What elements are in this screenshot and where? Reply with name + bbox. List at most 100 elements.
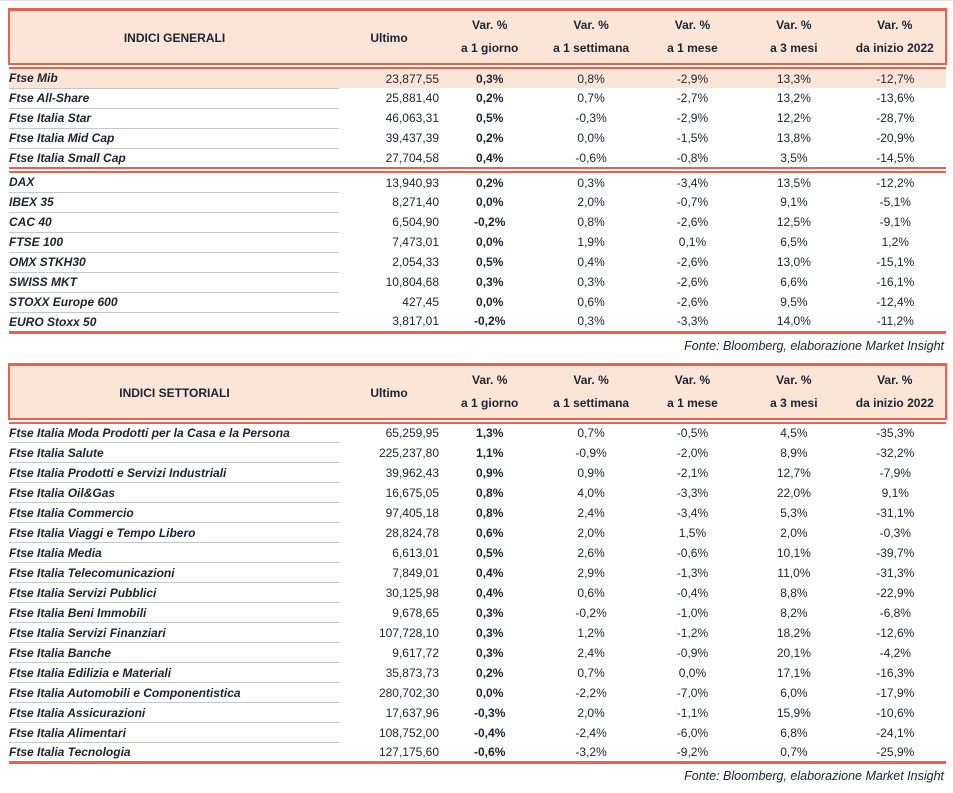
ultimo-cell: 9,617,72 [392, 645, 439, 660]
index-name-cell: Ftse Italia Servizi Finanziari [9, 622, 339, 643]
var-1m-cell: -7,0% [676, 685, 709, 700]
var-3m-cell: 13,0% [776, 255, 811, 269]
ultimo-cell: 23,877,55 [339, 68, 439, 88]
index-name-cell: Ftse Italia Mid Cap [9, 128, 339, 149]
var-1m-cell: -3,4% [676, 505, 709, 520]
var-ytd-cell: 1,2% [881, 235, 909, 249]
var-1w-cell: -2,2% [575, 685, 607, 700]
var-1d-cell: 0,3% [476, 275, 504, 289]
var-ytd-cell: -4,2% [879, 645, 911, 660]
var-1m-cell: -0,4% [676, 585, 709, 600]
var-1w-cell: 4,0% [577, 485, 605, 500]
ultimo-cell: 427,45 [402, 295, 439, 309]
var-1d-cell: 0,5% [476, 111, 504, 125]
var-1m-cell: 0,1% [678, 235, 707, 249]
var-1m-cell: -2,7% [676, 91, 709, 105]
table-row: Ftse Italia Oil&Gas 16,675,05 0,8% 4,0% -3,3… [9, 482, 946, 503]
ultimo-cell: 30,125,98 [385, 585, 439, 600]
table-row: EURO Stoxx 50 3,817,01 -0,2% 0,3% -3,3% 14,0%… [9, 312, 946, 333]
var-1m-cell: -1,0% [676, 605, 709, 620]
ultimo-cell: 7,473,01 [392, 235, 439, 249]
var-3m-cell: 2,0% [780, 525, 808, 540]
var-1w-cell: -0,2% [575, 605, 607, 620]
var-1w-cell: 0,6% [577, 295, 605, 309]
ultimo-cell: 46,063,31 [385, 111, 439, 125]
var-1d-cell: 0,3% [476, 625, 504, 640]
var-1d-cell: 0,0% [476, 235, 504, 249]
var-3m-cell: 6,0% [780, 685, 808, 700]
var-1d-cell: 0,4% [476, 150, 504, 165]
index-name-cell: Ftse Italia Commercio [9, 502, 339, 523]
ultimo-cell: 65,259,95 [385, 426, 439, 440]
var-1w-cell: 0,7% [577, 91, 605, 105]
var-1w-cell: -0,6% [575, 150, 607, 165]
index-name-cell: DAX [9, 172, 339, 193]
var-3m-cell: 12,2% [776, 111, 811, 125]
var-3m-cell: 13,5% [776, 175, 811, 190]
var-ytd-cell: -6,8% [879, 605, 911, 620]
table-row: Ftse Italia Salute 225,237,80 1,1% -0,9% -2,… [9, 442, 946, 463]
table-row: Ftse Italia Beni Immobili 9,678,65 0,3% -0,… [9, 602, 946, 623]
table-row: SWISS MKT 10,804,68 0,3% 0,3% -2,6% 6,6% -16,1… [9, 272, 946, 293]
table-body: Ftse Mib 23,877,55 0,3% 0,8% -2,9% 13,3% -12,7… [9, 68, 946, 169]
var-1d-cell: 0,3% [476, 645, 504, 660]
var-1m-cell: -2,6% [676, 215, 709, 229]
column-header-var: Var. % [743, 9, 845, 37]
column-header-period-ytd: da inizio 2022 [844, 37, 948, 64]
var-1m-cell: -1,5% [676, 131, 709, 145]
var-3m-cell: 13,2% [776, 91, 811, 105]
var-1m-cell: -6,0% [676, 725, 709, 740]
var-1w-cell: 2,6% [577, 545, 605, 560]
ultimo-cell: 8,271,40 [392, 195, 439, 209]
var-ytd-cell: -28,7% [876, 111, 915, 125]
var-ytd-cell: -39,7% [876, 545, 915, 560]
ultimo-cell: 9,678,65 [392, 605, 439, 620]
var-3m-cell: 9,1% [780, 195, 808, 209]
index-name-cell: OMX STKH30 [9, 252, 339, 273]
var-3m-cell: 20,1% [776, 645, 811, 660]
var-ytd-cell: -32,2% [876, 445, 915, 460]
var-1d-cell: 0,3% [476, 605, 504, 620]
var-1m-cell: -0,7% [676, 195, 709, 209]
column-header-period-1d: a 1 giorno [439, 37, 541, 64]
var-3m-cell: 17,1% [776, 665, 811, 680]
var-1m-cell: -9,2% [676, 744, 709, 759]
ultimo-cell: 39,437,39 [385, 131, 439, 145]
index-name-cell: Ftse Italia Salute [9, 442, 339, 463]
column-header-period-1w: a 1 settimana [540, 391, 642, 419]
column-header-period-1w: a 1 settimana [540, 37, 642, 64]
var-1d-cell: 0,0% [476, 195, 504, 209]
var-ytd-cell: -0,3% [879, 525, 911, 540]
ultimo-cell: 16,675,05 [385, 485, 439, 500]
table-row: Ftse Italia Automobili e Componentistica… [9, 682, 946, 703]
var-ytd-cell: -31,3% [876, 565, 915, 580]
var-1w-cell: 0,7% [577, 665, 605, 680]
table-row: Ftse All-Share 25,881,40 0,2% 0,7% -2,7% 13,2… [9, 88, 946, 109]
column-header-var: Var. % [641, 9, 744, 37]
column-header-var: Var. % [439, 9, 541, 37]
ultimo-cell: 97,405,18 [385, 505, 439, 520]
ultimo-cell: 25,881,40 [385, 91, 439, 105]
var-ytd-cell: -15,1% [876, 255, 915, 269]
ultimo-cell: 280,702,30 [378, 685, 439, 700]
var-1m-cell: -2,0% [676, 445, 709, 460]
var-1d-cell: 0,9% [476, 465, 504, 480]
column-header-var: Var. % [439, 364, 541, 392]
var-3m-cell: 22,0% [776, 485, 811, 500]
var-1m-cell: -2,6% [676, 255, 709, 269]
ultimo-cell: 127,175,60 [378, 744, 439, 759]
var-3m-cell: 6,6% [780, 275, 808, 289]
table-row: Ftse Italia Alimentari 108,752,00 -0,4% -2,… [9, 722, 946, 743]
column-header-var: Var. % [540, 9, 642, 37]
table-row: Ftse Mib 23,877,55 0,3% 0,8% -2,9% 13,3% -12,7… [9, 68, 946, 89]
var-ytd-cell: -12,6% [876, 625, 915, 640]
var-1d-cell: 0,2% [476, 175, 504, 190]
index-name-cell: Ftse Italia Assicurazioni [9, 702, 339, 723]
ultimo-cell: 6,613,01 [392, 545, 439, 560]
var-1m-cell: -2,9% [641, 68, 744, 88]
column-header-ultimo: Ultimo [339, 9, 439, 64]
column-header-var: Var. % [540, 364, 642, 392]
index-name-cell: Ftse Italia Telecomunicazioni [9, 562, 339, 583]
var-1m-cell: 0,0% [678, 665, 707, 680]
